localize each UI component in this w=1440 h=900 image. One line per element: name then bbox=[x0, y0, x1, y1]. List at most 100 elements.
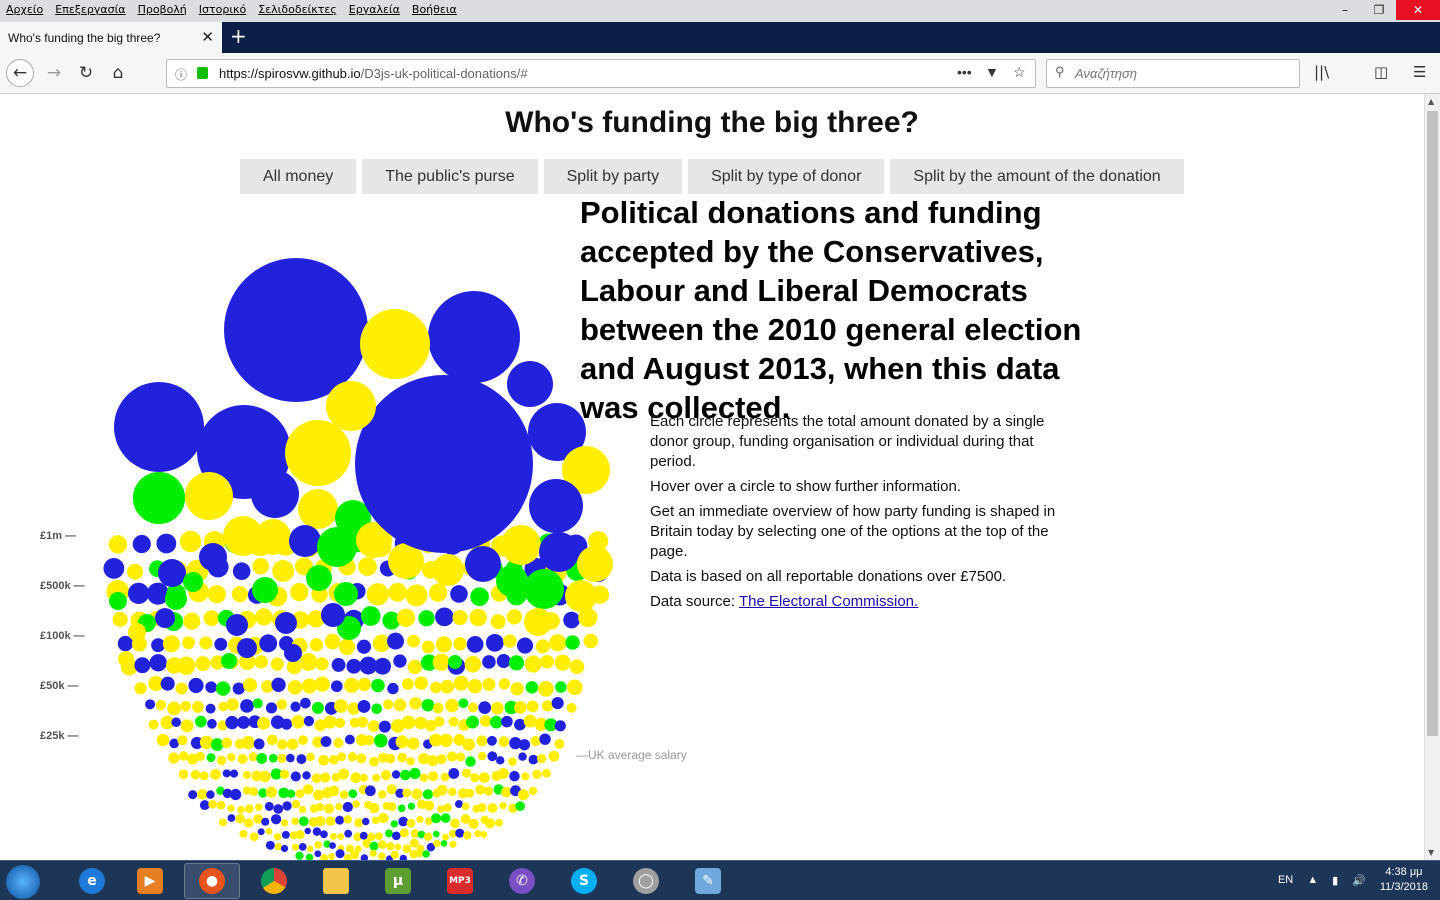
donor-circle[interactable] bbox=[390, 850, 399, 859]
donor-circle[interactable] bbox=[353, 832, 362, 842]
donor-circle[interactable] bbox=[515, 801, 525, 811]
donor-circle[interactable] bbox=[530, 736, 541, 747]
donor-circle[interactable] bbox=[331, 657, 346, 672]
donor-circle[interactable] bbox=[487, 751, 498, 762]
donor-circle[interactable] bbox=[274, 842, 282, 851]
donor-circle[interactable] bbox=[325, 816, 336, 826]
donor-circle[interactable] bbox=[399, 854, 408, 860]
donor-circle[interactable] bbox=[539, 733, 551, 745]
donor-circle[interactable] bbox=[357, 700, 371, 713]
donor-circle[interactable] bbox=[391, 770, 401, 779]
donor-circle[interactable] bbox=[360, 309, 430, 379]
donor-circle[interactable] bbox=[436, 784, 448, 796]
donor-circle[interactable] bbox=[361, 817, 370, 826]
donor-circle[interactable] bbox=[320, 854, 329, 860]
donor-circle[interactable] bbox=[296, 754, 307, 765]
utorrent-icon[interactable]: μ bbox=[370, 863, 426, 899]
donor-circle[interactable] bbox=[555, 681, 567, 693]
internet-explorer-icon[interactable]: e bbox=[64, 863, 120, 899]
donor-circle[interactable] bbox=[156, 533, 177, 554]
donor-circle[interactable] bbox=[499, 802, 507, 810]
donor-circle[interactable] bbox=[407, 737, 420, 750]
donor-circle[interactable] bbox=[375, 832, 383, 841]
donor-circle[interactable] bbox=[534, 717, 548, 731]
donor-circle[interactable] bbox=[372, 634, 391, 653]
donor-circle[interactable] bbox=[458, 698, 469, 709]
donor-circle[interactable] bbox=[453, 637, 467, 651]
hamburger-menu-icon[interactable]: ☰ bbox=[1413, 63, 1427, 81]
skype-icon[interactable]: S bbox=[556, 863, 612, 899]
donor-circle[interactable] bbox=[295, 851, 304, 860]
donor-circle[interactable] bbox=[491, 701, 504, 715]
tray-expand-icon[interactable]: ▲ bbox=[1307, 874, 1319, 886]
firefox-icon[interactable]: ● bbox=[184, 863, 240, 899]
donor-circle[interactable] bbox=[448, 716, 459, 727]
donor-circle[interactable] bbox=[477, 803, 487, 813]
donor-circle[interactable] bbox=[373, 733, 388, 748]
donor-circle[interactable] bbox=[343, 815, 352, 824]
donor-circle[interactable] bbox=[259, 634, 278, 653]
donor-circle[interactable] bbox=[231, 585, 248, 603]
donor-circle[interactable] bbox=[205, 703, 216, 714]
donor-circle[interactable] bbox=[398, 816, 409, 827]
menu-tools[interactable]: Εργαλεία bbox=[348, 3, 400, 16]
donor-circle[interactable] bbox=[445, 698, 459, 713]
donor-circle[interactable] bbox=[397, 804, 406, 813]
donor-circle[interactable] bbox=[498, 736, 510, 747]
donor-circle[interactable] bbox=[409, 849, 419, 859]
donor-circle[interactable] bbox=[525, 681, 539, 694]
scrollbar-thumb[interactable] bbox=[1427, 111, 1438, 736]
donor-circle[interactable] bbox=[378, 790, 387, 799]
donor-circle[interactable] bbox=[270, 657, 284, 671]
donor-circle[interactable] bbox=[183, 572, 203, 592]
donor-circle[interactable] bbox=[362, 838, 372, 848]
donor-circle[interactable] bbox=[241, 736, 255, 750]
donor-circle[interactable] bbox=[449, 840, 457, 848]
donor-circle[interactable] bbox=[387, 632, 405, 650]
donor-circle[interactable] bbox=[253, 738, 265, 750]
donor-circle[interactable] bbox=[275, 612, 297, 634]
donor-circle[interactable] bbox=[255, 803, 263, 812]
donor-circle[interactable] bbox=[578, 607, 598, 628]
donor-circle[interactable] bbox=[333, 737, 344, 748]
donor-circle[interactable] bbox=[183, 612, 201, 630]
menu-bookmarks[interactable]: Σελιδοδείκτες bbox=[258, 3, 337, 16]
menu-help[interactable]: Βοήθεια bbox=[411, 3, 457, 16]
donor-circle[interactable] bbox=[439, 733, 453, 748]
donor-circle[interactable] bbox=[270, 768, 282, 780]
donor-circle[interactable] bbox=[287, 680, 303, 695]
donor-circle[interactable] bbox=[302, 771, 311, 780]
donor-circle[interactable] bbox=[132, 534, 151, 554]
donor-circle[interactable] bbox=[467, 679, 483, 694]
page-scrollbar[interactable]: ▲ ▼ bbox=[1424, 94, 1440, 860]
donor-circle[interactable] bbox=[330, 680, 343, 693]
donor-circle[interactable] bbox=[311, 773, 322, 784]
donor-circle[interactable] bbox=[252, 577, 278, 603]
donor-circle[interactable] bbox=[475, 784, 486, 795]
donor-circle[interactable] bbox=[386, 842, 395, 851]
donor-circle[interactable] bbox=[428, 291, 520, 383]
donor-circle[interactable] bbox=[251, 770, 263, 782]
donor-circle[interactable] bbox=[563, 611, 580, 629]
donor-circle[interactable] bbox=[127, 563, 144, 580]
donor-circle[interactable] bbox=[242, 786, 252, 795]
network-signal-icon[interactable]: ▮ bbox=[1332, 874, 1339, 887]
donor-circle[interactable] bbox=[265, 702, 278, 714]
donor-circle[interactable] bbox=[523, 714, 537, 728]
donor-circle[interactable] bbox=[314, 841, 322, 849]
donor-circle[interactable] bbox=[199, 800, 210, 811]
donor-circle[interactable] bbox=[516, 637, 534, 654]
donor-circle[interactable] bbox=[391, 831, 401, 841]
donor-circle[interactable] bbox=[518, 739, 531, 751]
donor-circle[interactable] bbox=[256, 752, 268, 764]
donor-circle[interactable] bbox=[479, 715, 492, 727]
donor-circle[interactable] bbox=[265, 786, 278, 798]
donor-circle[interactable] bbox=[454, 800, 463, 809]
donor-circle[interactable] bbox=[465, 756, 476, 767]
donor-circle[interactable] bbox=[549, 634, 567, 652]
donor-circle[interactable] bbox=[309, 638, 324, 652]
donor-circle[interactable] bbox=[277, 739, 288, 750]
home-icon[interactable]: ⌂ bbox=[112, 63, 124, 83]
donor-circle[interactable] bbox=[280, 844, 289, 853]
donor-circle[interactable] bbox=[306, 752, 315, 762]
